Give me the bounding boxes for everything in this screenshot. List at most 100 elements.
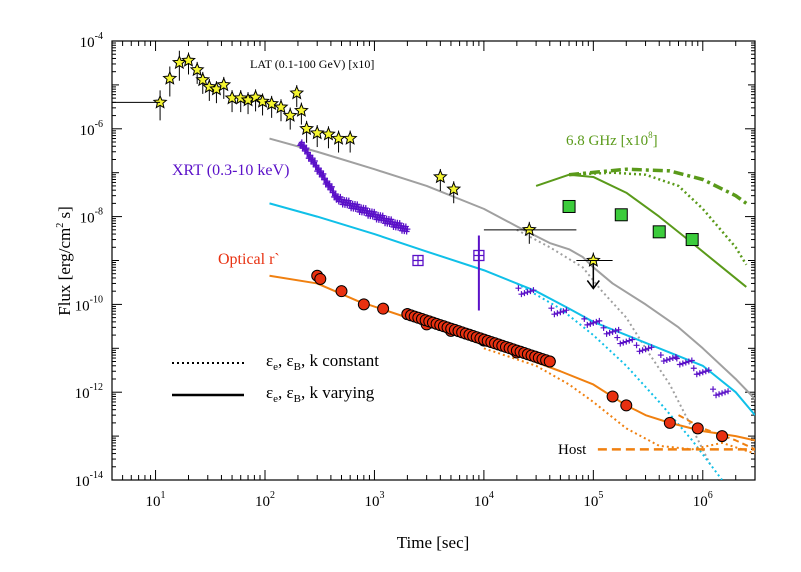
optical-point <box>335 285 348 298</box>
x-tick-label: 106 <box>693 490 713 510</box>
x-tick-label: 102 <box>255 490 275 510</box>
xrt-cross <box>663 357 670 364</box>
xrt-cross <box>673 355 680 362</box>
lat-star <box>432 169 448 184</box>
xrt-cross <box>685 358 692 365</box>
y-tick-label: 10-8 <box>80 207 103 227</box>
plot-frame <box>111 40 756 481</box>
xrt-cross <box>554 310 561 317</box>
xrt-cross <box>626 337 633 344</box>
xrt-cross <box>609 328 616 335</box>
radio-point <box>614 208 628 222</box>
xrt-cross <box>311 158 318 165</box>
lat-star <box>521 221 537 237</box>
radio-point <box>685 233 699 247</box>
data-markers <box>112 50 732 443</box>
y-tick-label: 10-14 <box>75 470 103 490</box>
xrt-cross <box>645 345 652 352</box>
xrt-cross <box>693 371 700 378</box>
lat-star <box>321 126 336 141</box>
xrt-cross <box>527 288 534 295</box>
xrt-cross <box>612 327 619 334</box>
xrt-cross <box>617 340 624 347</box>
radio-point <box>562 199 576 213</box>
lat-star <box>309 125 325 140</box>
xrt-cross <box>603 330 610 337</box>
lat-label: LAT (0.1-100 GeV) [x10] <box>250 57 374 71</box>
lat-star <box>216 77 232 92</box>
lat-star <box>264 96 280 111</box>
xrt-cross <box>587 320 594 327</box>
xrt-cross <box>530 287 537 294</box>
xrt-cross <box>548 305 555 312</box>
xrt-cross <box>303 145 310 152</box>
optical-point <box>357 298 370 311</box>
xrt-cross <box>560 308 567 315</box>
radio-point <box>652 225 666 239</box>
gray-model-solid <box>269 137 755 400</box>
xrt-cross <box>551 311 558 318</box>
x-tick-label: 103 <box>364 490 384 510</box>
upper-limit-arrowhead <box>586 280 600 290</box>
xrt-box-cross <box>412 255 423 266</box>
lat-star <box>293 102 309 117</box>
legend-entry-varying: εe, εB, k varying <box>266 383 375 405</box>
xrt-cross <box>581 315 588 322</box>
optical-point <box>620 399 633 412</box>
xrt-cross <box>623 338 630 345</box>
xrt-cross <box>725 388 732 395</box>
xrt-cross <box>639 347 646 354</box>
host-label: Host <box>558 442 587 458</box>
xrt-label: XRT (0.3-10 keV) <box>172 162 289 179</box>
y-tick-labels: 10-14 10-12 10-10 10-8 10-6 10-4 <box>75 31 103 490</box>
x-axis-label: Time [sec] <box>397 533 470 552</box>
xrt-cross <box>688 357 695 364</box>
xrt-cross <box>682 359 689 366</box>
xrt-cross <box>702 368 709 375</box>
lat-star <box>446 181 462 196</box>
lat-star <box>289 85 305 100</box>
xrt-cross <box>557 309 564 316</box>
optical-point <box>716 430 729 443</box>
lat-star <box>585 252 601 267</box>
lat-star <box>195 72 211 87</box>
x-tick-labels: 101 102 103 104 105 106 <box>146 490 713 510</box>
xrt-cross <box>716 391 723 398</box>
x-tick-label: 101 <box>146 490 166 510</box>
xrt-cross <box>676 361 683 368</box>
xrt-cross <box>620 339 627 346</box>
xrt-cross <box>679 360 686 367</box>
xrt-cross <box>690 365 697 372</box>
lat-star <box>181 52 196 67</box>
xrt-cross <box>600 324 607 331</box>
xrt-cross <box>404 226 411 233</box>
orange-model-dotted <box>483 347 755 455</box>
xrt-cross <box>563 307 570 314</box>
lat-star <box>233 90 249 105</box>
lat-star <box>342 130 358 145</box>
xrt-cross <box>590 319 597 326</box>
xrt-cross <box>642 346 649 353</box>
optical-point <box>663 416 676 429</box>
xrt-cross <box>524 289 531 296</box>
x-tick-label: 104 <box>474 490 494 510</box>
xrt-cross <box>614 334 621 341</box>
xrt-cross <box>719 390 726 397</box>
xrt-cross <box>633 342 640 349</box>
lat-star <box>282 107 298 122</box>
xrt-cross <box>515 285 522 292</box>
optical-point <box>691 422 704 435</box>
optical-point <box>314 272 327 285</box>
xrt-cross <box>629 336 636 343</box>
xrt-cross <box>328 183 335 190</box>
xrt-cross <box>713 392 720 399</box>
xrt-cross <box>666 356 673 363</box>
xrt-cross <box>636 348 643 355</box>
xrt-cross <box>521 290 528 297</box>
xrt-cross <box>657 352 664 359</box>
y-tick-label: 10-6 <box>80 119 103 139</box>
xrt-cross <box>584 321 591 328</box>
xrt-cross <box>518 291 525 298</box>
radio-model-dashdot <box>568 167 748 205</box>
